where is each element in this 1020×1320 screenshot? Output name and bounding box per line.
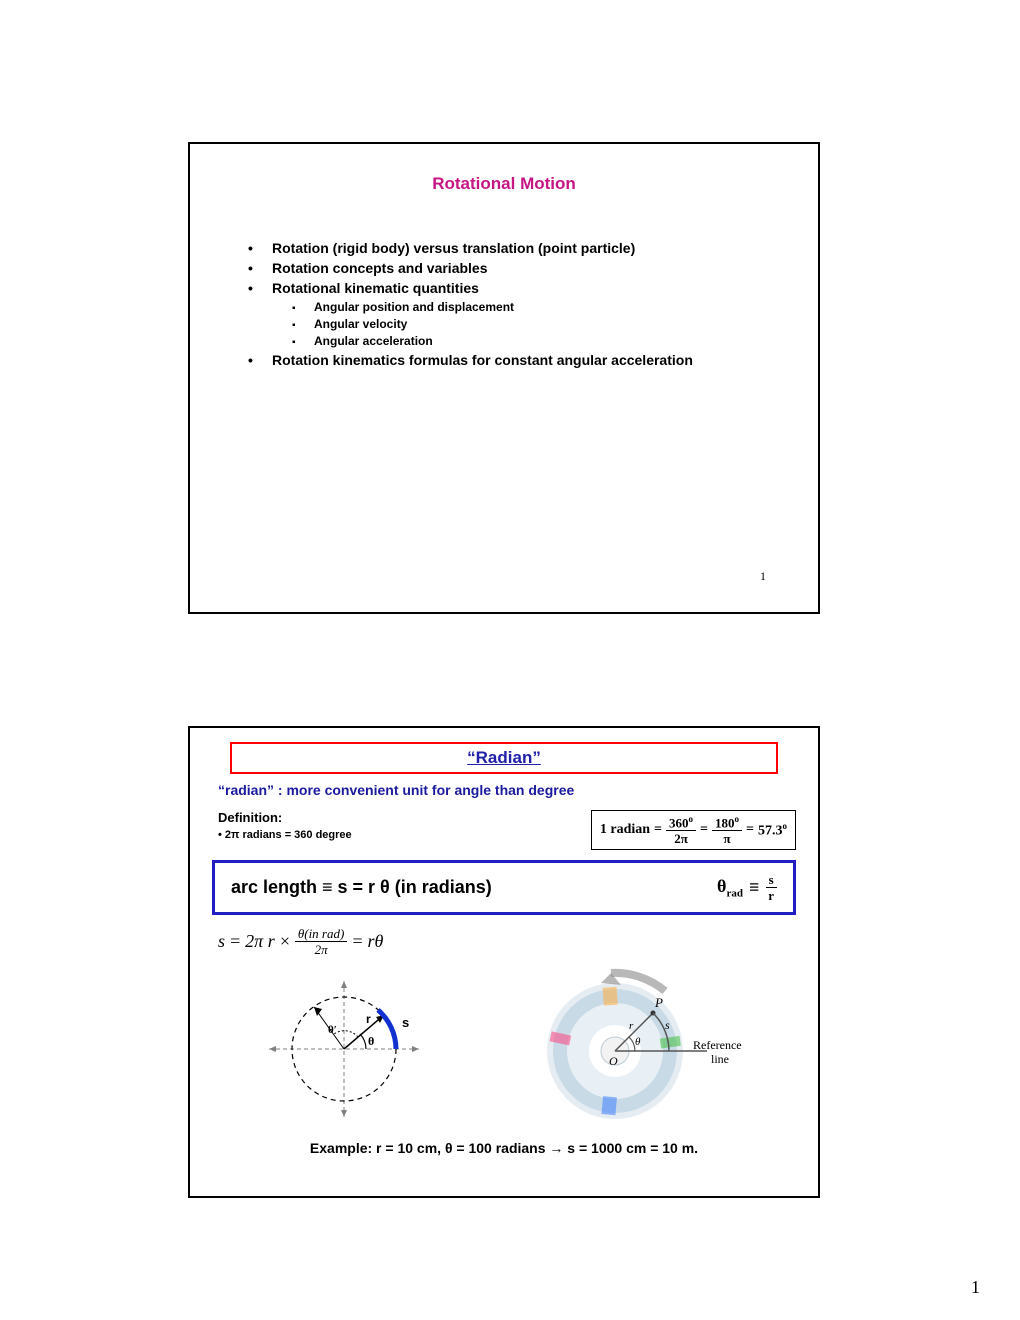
deriv-num: θ(in rad) bbox=[295, 927, 347, 942]
definition-left: Definition: 2π radians = 360 degree bbox=[218, 810, 352, 841]
bullet: Rotation kinematics formulas for constan… bbox=[248, 352, 778, 368]
label-ref2: line bbox=[711, 1052, 729, 1066]
equals-sign: = bbox=[229, 931, 241, 952]
label-ref1: Reference bbox=[693, 1038, 742, 1052]
fraction-2: 180o π bbox=[712, 815, 742, 845]
fraction-1: 360o 2π bbox=[666, 815, 696, 845]
sub-bullet: Angular position and displacement bbox=[292, 300, 778, 314]
slide1-page-number: 1 bbox=[760, 569, 766, 584]
label-r2: r bbox=[629, 1020, 634, 1032]
label-r: r bbox=[366, 1012, 371, 1026]
slide-1: Rotational Motion Rotation (rigid body) … bbox=[188, 142, 820, 614]
bullet: Rotational kinematic quantities bbox=[248, 280, 778, 296]
slide-2: “Radian” “radian” : more convenient unit… bbox=[188, 726, 820, 1198]
equals-sign: = bbox=[351, 931, 363, 952]
definition-header: Definition: bbox=[218, 810, 352, 825]
label-O: O bbox=[609, 1054, 618, 1068]
label-theta2: θ bbox=[635, 1036, 641, 1048]
label-theta: θ bbox=[368, 1034, 374, 1048]
bullet: Rotation (rigid body) versus translation… bbox=[248, 240, 778, 256]
arc-length-box: arc length ≡ s = r θ (in radians) θrad ≡… bbox=[212, 860, 796, 915]
radian-title-box: “Radian” bbox=[230, 742, 778, 774]
label-thetap: θ′ bbox=[328, 1024, 337, 1036]
theta-formula: θrad ≡ s r bbox=[717, 873, 777, 902]
theta-frac: s r bbox=[765, 873, 777, 902]
bullet: Rotation concepts and variables bbox=[248, 260, 778, 276]
definition-line: 2π radians = 360 degree bbox=[218, 829, 352, 841]
deriv-lhs: s bbox=[218, 931, 225, 952]
cd-diagram: P s θ r O Reference line bbox=[525, 966, 755, 1126]
deriv-den: 2π bbox=[312, 942, 331, 956]
page-number: 1 bbox=[971, 1277, 980, 1298]
equals-sign: = bbox=[700, 822, 708, 838]
frac2-den: π bbox=[720, 831, 733, 845]
conversion-box: 1 radian = 360o 2π = 180o π = 57.3o bbox=[591, 810, 796, 850]
frac2-num: 180 bbox=[715, 815, 735, 830]
frac1-num: 360 bbox=[669, 815, 689, 830]
label-P: P bbox=[654, 995, 663, 1010]
theta-den: r bbox=[765, 888, 777, 902]
equals-sign: = bbox=[746, 822, 754, 838]
label-s2: s bbox=[665, 1018, 670, 1032]
conv-prefix: 1 radian bbox=[600, 822, 650, 838]
derivation: s = 2π r × θ(in rad) 2π = rθ bbox=[218, 927, 800, 956]
label-s: s bbox=[402, 1015, 409, 1030]
page: Rotational Motion Rotation (rigid body) … bbox=[0, 0, 1020, 1320]
theta-sub: rad bbox=[726, 888, 743, 900]
times-sign: × bbox=[279, 931, 291, 952]
deriv-mid: 2π r bbox=[245, 931, 275, 952]
slide1-bullets: Rotation (rigid body) versus translation… bbox=[248, 240, 778, 368]
arc-formula-text: arc length ≡ s = r θ (in radians) bbox=[231, 877, 492, 898]
deriv-frac: θ(in rad) 2π bbox=[295, 927, 347, 956]
radian-subtitle: “radian” : more convenient unit for angl… bbox=[218, 782, 800, 798]
conv-result: 57.3o bbox=[758, 821, 787, 840]
deriv-rhs: rθ bbox=[367, 931, 383, 952]
sub-bullet: Angular velocity bbox=[292, 317, 778, 331]
example-line: Example: r = 10 cm, θ = 100 radians → s … bbox=[208, 1140, 800, 1156]
diagrams-row: r s θ θ′ bbox=[208, 966, 800, 1126]
radian-title: “Radian” bbox=[467, 748, 541, 767]
theta-num: s bbox=[766, 873, 777, 888]
sub-bullet: Angular acceleration bbox=[292, 334, 778, 348]
definition-row: Definition: 2π radians = 360 degree 1 ra… bbox=[218, 810, 796, 850]
identical-sign: ≡ bbox=[749, 877, 759, 898]
equals-sign: = bbox=[654, 822, 662, 838]
arc-diagram: r s θ θ′ bbox=[254, 971, 434, 1121]
frac1-den: 2π bbox=[671, 831, 691, 845]
slide1-title: Rotational Motion bbox=[230, 174, 778, 194]
